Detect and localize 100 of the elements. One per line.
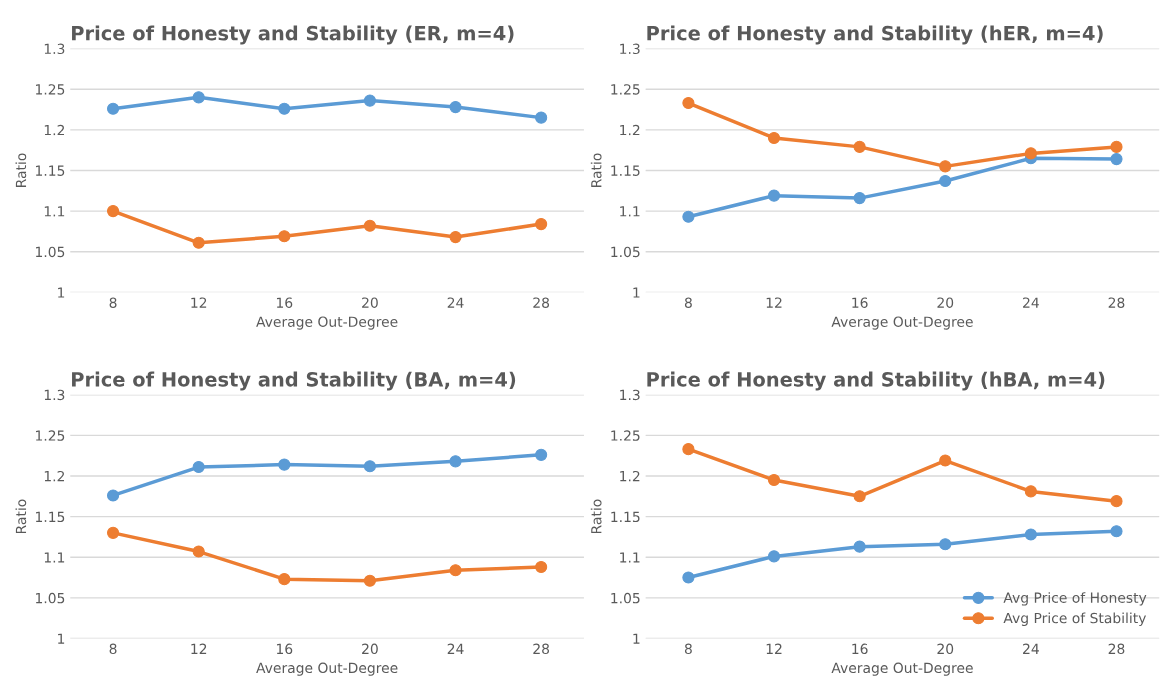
point	[1110, 153, 1123, 166]
point	[767, 473, 781, 487]
y-tick-label: 1	[58, 287, 65, 298]
x-tick-label: 12	[766, 643, 782, 654]
point	[278, 102, 291, 115]
point	[939, 174, 952, 188]
x-axis-title: Average Out-Degree	[256, 662, 398, 676]
point	[449, 101, 462, 114]
point	[939, 454, 952, 467]
x-tick-label: 20	[937, 297, 954, 308]
x-axis-title: Average Out-Degree	[256, 316, 398, 330]
point	[106, 102, 120, 115]
y-tick-label: 1	[633, 287, 640, 298]
point	[1110, 525, 1123, 538]
point	[767, 189, 781, 202]
x-tick-label: 20	[362, 297, 378, 308]
x-tick-label: 24	[447, 297, 464, 308]
point	[535, 218, 548, 231]
point	[853, 140, 866, 153]
point	[767, 550, 781, 563]
point	[449, 564, 462, 577]
point	[853, 540, 866, 553]
x-tick-label: 16	[276, 297, 293, 308]
y-tick-label: 1.05	[611, 246, 640, 258]
point	[278, 230, 291, 243]
y-tick-label: 1.2	[620, 470, 640, 482]
x-tick-label: 16	[852, 297, 868, 308]
y-tick-label: 1.25	[36, 84, 65, 95]
point	[853, 192, 866, 205]
x-tick-label: 28	[533, 297, 550, 308]
y-tick-label: 1.2	[44, 470, 65, 482]
point	[853, 490, 866, 503]
point	[682, 443, 695, 456]
y-tick-label: 1.05	[36, 592, 65, 604]
point	[106, 526, 120, 539]
point	[1024, 485, 1037, 498]
point	[1110, 140, 1123, 153]
y-tick-label: 1.2	[620, 124, 640, 136]
y-tick-label: 1.1	[620, 206, 640, 217]
point	[278, 458, 291, 471]
x-tick-label: 8	[684, 297, 692, 308]
y-tick-label: 1.25	[611, 430, 640, 441]
point	[1024, 147, 1037, 160]
point	[682, 571, 695, 584]
point	[682, 210, 695, 223]
point	[106, 489, 120, 502]
x-tick-label: 8	[109, 643, 117, 655]
y-tick-label: 1.05	[36, 246, 65, 258]
y-axis-title: Ratio	[15, 499, 27, 534]
x-tick-label: 12	[191, 643, 207, 654]
point	[192, 236, 205, 249]
y-axis-title: Ratio	[15, 153, 27, 187]
point	[939, 538, 952, 551]
y-tick-label: 1.1	[620, 552, 640, 563]
x-tick-label: 24	[1023, 297, 1039, 308]
x-tick-label: 8	[109, 297, 117, 308]
point	[106, 205, 120, 218]
y-tick-label: 1	[633, 633, 640, 644]
point	[363, 574, 376, 587]
x-tick-label: 24	[447, 643, 464, 654]
y-tick-label: 1.05	[611, 592, 640, 604]
y-axis-title: Ratio	[590, 499, 602, 534]
y-tick-label: 1.15	[611, 165, 640, 176]
y-tick-label: 1.1	[44, 552, 65, 563]
y-tick-label: 1.3	[620, 43, 640, 55]
y-tick-label: 1.15	[36, 511, 65, 523]
y-tick-label: 1.25	[611, 84, 640, 95]
x-tick-label: 12	[191, 297, 207, 308]
x-axis-title: Average Out-Degree	[831, 316, 973, 330]
chart-title: Price of Honesty and Stability (BA, m=4)	[72, 371, 516, 391]
point	[1110, 495, 1123, 508]
point	[363, 219, 376, 232]
y-tick-label: 1.15	[36, 165, 65, 176]
point	[449, 455, 462, 468]
point	[767, 131, 781, 145]
chart-title: Price of Honesty and Stability (hBA, m=4)	[647, 371, 1105, 391]
point	[363, 94, 376, 107]
x-tick-label: 12	[766, 297, 782, 308]
x-tick-label: 28	[1108, 297, 1125, 308]
point	[535, 448, 548, 461]
chart-title: Price of Honesty and Stability (hER, m=4)	[647, 25, 1103, 45]
y-tick-label: 1.2	[44, 124, 65, 136]
y-tick-label: 1.25	[36, 430, 65, 441]
point	[449, 231, 462, 244]
y-tick-label: 1.3	[44, 43, 65, 55]
point	[939, 160, 952, 173]
point	[278, 573, 291, 586]
x-tick-label: 8	[684, 643, 692, 655]
x-tick-label: 16	[276, 643, 293, 655]
x-tick-label: 20	[937, 643, 954, 655]
point	[535, 560, 548, 574]
x-axis-title: Average Out-Degree	[831, 662, 973, 676]
point	[535, 111, 548, 124]
x-tick-label: 24	[1023, 643, 1039, 654]
point	[192, 460, 205, 474]
x-tick-label: 28	[533, 643, 550, 655]
x-tick-label: 28	[1108, 643, 1125, 655]
chart-title: Price of Honesty and Stability (ER, m=4)	[72, 25, 514, 45]
y-tick-label: 1.1	[44, 206, 65, 217]
legend-label: Avg Price of Stability	[1003, 612, 1147, 626]
